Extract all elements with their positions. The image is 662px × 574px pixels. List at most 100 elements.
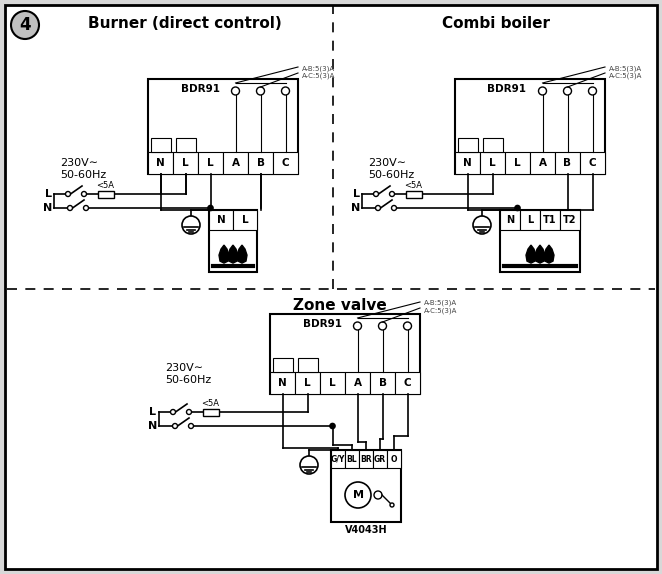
Circle shape xyxy=(345,482,371,508)
Text: 4: 4 xyxy=(19,16,31,34)
Text: L: L xyxy=(182,158,189,168)
Polygon shape xyxy=(535,245,545,263)
Polygon shape xyxy=(544,245,554,263)
Text: N: N xyxy=(216,215,225,225)
Bar xyxy=(530,152,555,174)
Text: A: A xyxy=(232,158,240,168)
Text: G/Y: G/Y xyxy=(331,455,345,463)
Text: L: L xyxy=(489,158,496,168)
Bar xyxy=(520,210,540,230)
Bar xyxy=(505,152,530,174)
Bar xyxy=(233,210,257,230)
Polygon shape xyxy=(228,245,238,263)
Bar xyxy=(480,152,505,174)
Bar xyxy=(173,152,198,174)
Bar xyxy=(203,409,219,416)
Bar xyxy=(331,450,345,468)
Text: L: L xyxy=(329,378,336,388)
Bar xyxy=(455,152,480,174)
Bar xyxy=(198,152,223,174)
Bar xyxy=(209,210,233,230)
Text: 230V∼
50-60Hz: 230V∼ 50-60Hz xyxy=(60,158,106,180)
Bar xyxy=(273,358,293,372)
Text: C: C xyxy=(589,158,596,168)
Text: L: L xyxy=(44,189,52,199)
Bar xyxy=(500,210,580,272)
Text: <5A: <5A xyxy=(96,180,114,189)
Bar xyxy=(248,152,273,174)
Circle shape xyxy=(173,424,177,429)
Text: Burner (direct control): Burner (direct control) xyxy=(88,15,282,30)
Text: M: M xyxy=(352,490,363,500)
Text: B: B xyxy=(379,378,387,388)
Bar xyxy=(560,210,580,230)
Circle shape xyxy=(375,205,381,211)
Text: L: L xyxy=(242,215,248,225)
Bar xyxy=(540,210,560,230)
Text: N: N xyxy=(156,158,165,168)
Bar xyxy=(331,450,401,522)
Bar xyxy=(148,152,173,174)
Bar xyxy=(387,450,401,468)
Circle shape xyxy=(83,205,89,211)
Bar xyxy=(457,138,477,152)
Text: Zone valve: Zone valve xyxy=(293,298,387,313)
Polygon shape xyxy=(237,245,247,263)
Bar xyxy=(209,210,257,272)
Circle shape xyxy=(11,11,39,39)
Text: BL: BL xyxy=(347,455,357,463)
Text: N: N xyxy=(278,378,287,388)
Bar xyxy=(270,314,420,394)
Bar xyxy=(175,138,195,152)
Circle shape xyxy=(373,192,379,196)
Circle shape xyxy=(81,192,87,196)
Bar xyxy=(297,358,318,372)
Text: 230V∼
50-60Hz: 230V∼ 50-60Hz xyxy=(368,158,414,180)
Bar xyxy=(455,79,605,174)
Text: C: C xyxy=(282,158,289,168)
Bar xyxy=(223,152,248,174)
Text: <5A: <5A xyxy=(404,180,422,189)
Text: BDR91: BDR91 xyxy=(487,84,526,94)
Circle shape xyxy=(208,205,213,211)
Circle shape xyxy=(68,205,73,211)
Text: L: L xyxy=(514,158,521,168)
Bar xyxy=(373,450,387,468)
Circle shape xyxy=(389,192,395,196)
Text: L: L xyxy=(207,158,214,168)
Circle shape xyxy=(391,205,397,211)
Bar xyxy=(555,152,580,174)
Bar xyxy=(295,372,320,394)
Text: A: A xyxy=(354,378,361,388)
Text: GR: GR xyxy=(374,455,386,463)
Circle shape xyxy=(189,424,193,429)
Circle shape xyxy=(171,409,175,414)
Text: L: L xyxy=(527,215,533,225)
Text: A-B:5(3)A
A-C:5(3)A: A-B:5(3)A A-C:5(3)A xyxy=(424,300,457,314)
Text: L: L xyxy=(150,407,156,417)
Text: B: B xyxy=(563,158,571,168)
Text: BR: BR xyxy=(360,455,372,463)
Bar xyxy=(150,138,171,152)
Circle shape xyxy=(330,424,335,429)
Bar xyxy=(580,152,605,174)
Text: T2: T2 xyxy=(563,215,577,225)
Bar xyxy=(345,372,370,394)
Bar xyxy=(395,372,420,394)
Bar xyxy=(483,138,502,152)
Circle shape xyxy=(187,409,191,414)
Polygon shape xyxy=(526,245,536,263)
Text: T1: T1 xyxy=(544,215,557,225)
Bar xyxy=(320,372,345,394)
Text: N: N xyxy=(352,203,361,213)
Text: C: C xyxy=(404,378,411,388)
Text: A: A xyxy=(538,158,547,168)
Circle shape xyxy=(390,503,394,507)
Text: V4043H: V4043H xyxy=(345,525,387,535)
Bar xyxy=(98,191,114,197)
Circle shape xyxy=(66,192,70,196)
Text: O: O xyxy=(391,455,397,463)
Bar xyxy=(345,450,359,468)
Bar xyxy=(270,372,295,394)
Circle shape xyxy=(374,491,382,499)
